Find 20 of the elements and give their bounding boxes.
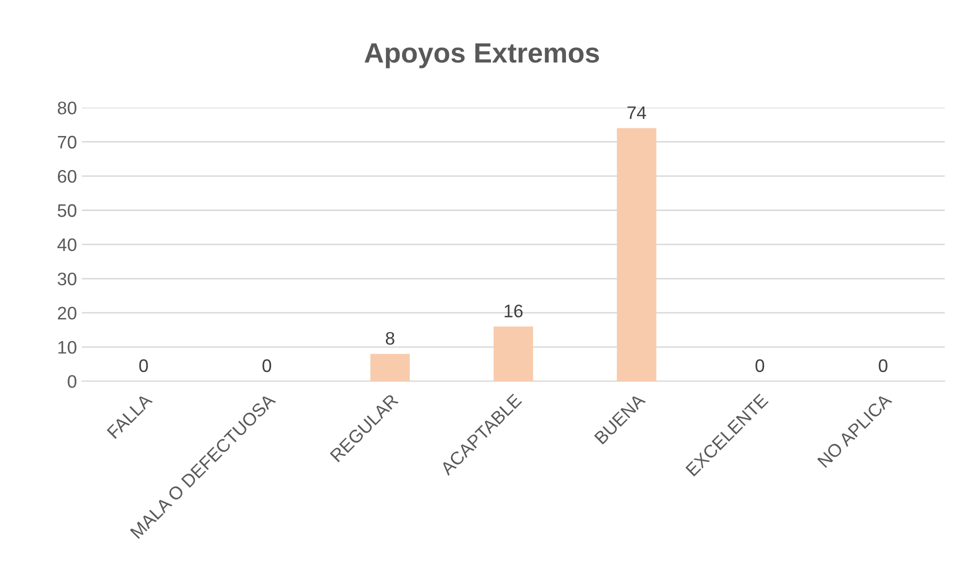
chart-title: Apoyos Extremos — [364, 43, 599, 68]
data-label: 0 — [756, 359, 764, 372]
y-tick-label: 0 — [68, 375, 76, 388]
data-label: 0 — [262, 359, 272, 372]
data-label: 8 — [386, 332, 394, 345]
bar — [616, 128, 656, 382]
data-label: 16 — [504, 304, 523, 318]
y-tick-label: 60 — [58, 170, 76, 183]
data-label: 0 — [878, 359, 888, 372]
bar — [494, 326, 534, 382]
data-label: 74 — [627, 106, 646, 119]
data-label: 0 — [139, 359, 148, 372]
bar — [370, 354, 410, 382]
y-tick-label: 20 — [58, 306, 76, 320]
y-tick-label: 70 — [58, 136, 76, 149]
y-tick-label: 40 — [57, 238, 76, 252]
y-tick-label: 50 — [58, 204, 76, 217]
y-tick-label: 80 — [58, 102, 76, 114]
y-tick-label: 10 — [58, 340, 76, 354]
y-tick-label: 30 — [58, 272, 76, 286]
